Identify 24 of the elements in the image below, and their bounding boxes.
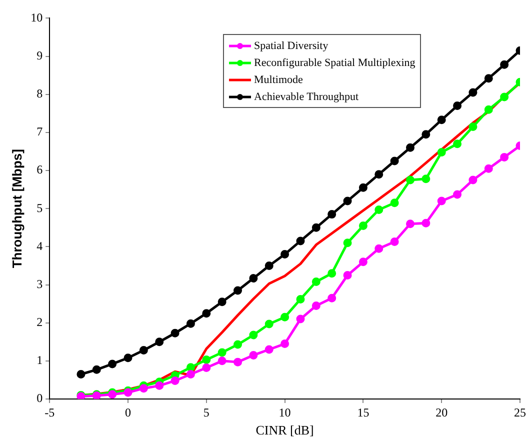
y-tick-label: 3 [36,276,43,291]
x-tick-label: 25 [514,405,526,420]
x-tick-label: 0 [125,405,131,420]
x-tick-label: -5 [44,405,55,420]
legend-label: Reconfigurable Spatial Multiplexing [254,56,416,68]
y-tick-label: 7 [36,124,43,139]
y-axis-title: Throughput [Mbps] [9,149,24,268]
legend-label: Achievable Throughput [254,90,359,102]
x-tick-label: 20 [436,405,448,420]
y-tick-label: 4 [36,238,43,253]
legend-label: Spatial Diversity [254,40,328,52]
y-tick-label: 0 [36,391,43,406]
y-tick-label: 1 [36,353,43,368]
x-tick-label: 10 [278,405,291,420]
y-tick-label: 8 [36,86,43,101]
legend-label: Multimode [254,74,303,86]
y-tick-label: 6 [36,162,43,177]
y-tick-label: 5 [36,200,43,215]
x-tick-label: 15 [357,405,370,420]
x-tick-label: 5 [203,405,210,420]
x-axis-title: CINR [dB] [256,422,314,438]
y-tick-label: 9 [36,48,43,62]
y-tick-label: 10 [30,10,43,24]
y-tick-label: 2 [36,314,43,329]
